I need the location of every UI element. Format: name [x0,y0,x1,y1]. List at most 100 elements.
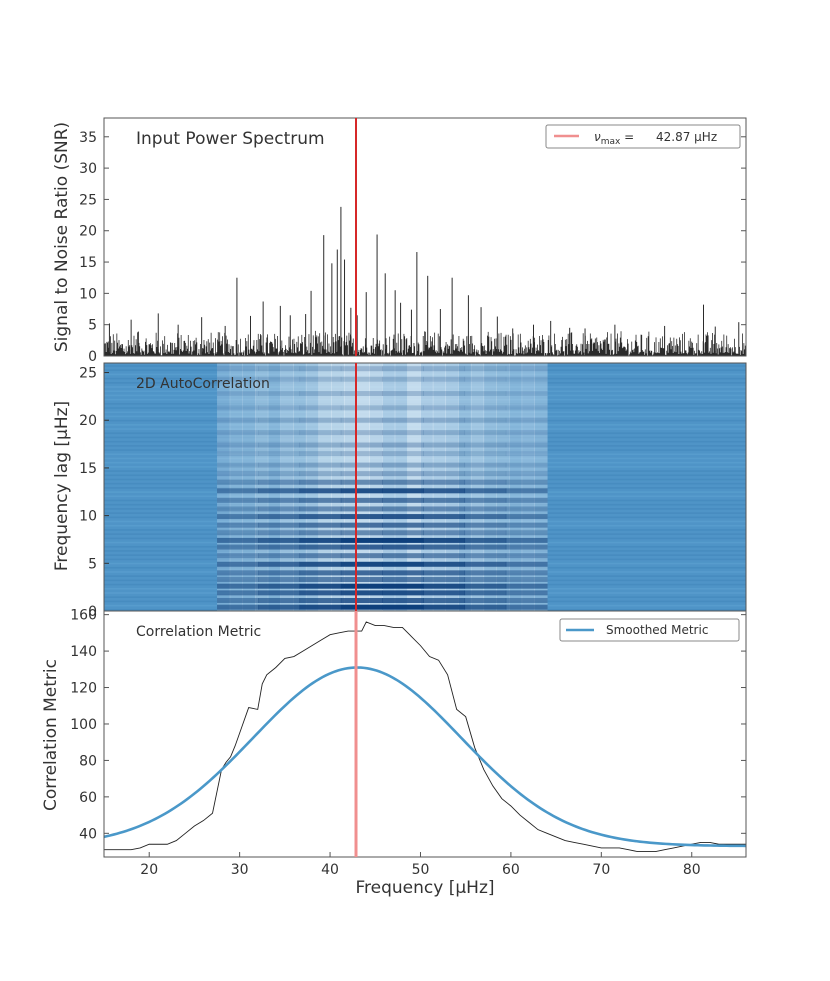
autocorr-ytick-label: 25 [79,366,97,382]
autocorr-band-13 [299,506,342,512]
autocorr-band-17 [299,471,342,477]
metric-xtick-label: 60 [502,862,520,878]
autocorr-band-1 [505,598,548,604]
autocorr-band-16 [340,479,383,485]
autocorr-band-11 [382,522,424,528]
metric-title: Correlation Metric [136,624,261,640]
metric-frame [103,610,747,858]
metric-xtick-label: 40 [321,862,339,878]
autocorr-band-12 [217,514,259,520]
autocorr-light-column [217,363,231,611]
metric-x-axis: 20 30 40 50 60 70 80 [140,852,701,878]
autocorr-band-9 [340,537,383,543]
autocorr-band-17 [340,471,383,477]
autocorr-band-14 [423,497,466,503]
metric-ytick-label: 60 [79,790,97,806]
autocorr-band-18 [217,462,259,468]
autocorr-band-22 [340,417,383,423]
autocorr-band-6 [423,561,466,567]
autocorr-band-22 [505,417,548,423]
autocorr-band-15 [423,488,466,494]
autocorr-band-19 [217,451,259,457]
autocorr-band-25 [217,376,259,382]
autocorr-band-18 [382,462,424,468]
autocorr-band-6 [505,561,548,567]
spectrum-ytick-label: 5 [88,318,97,334]
autocorr-band-25 [299,376,342,382]
autocorr-band-13 [464,506,507,512]
autocorr-band-26 [299,366,342,372]
autocorr-band-15 [464,488,507,494]
autocorr-band-1 [299,598,342,604]
autocorr-band-20 [423,442,466,448]
metric-y-axis: 40 60 80 100 120 140 160 [70,608,746,842]
autocorr-band-0 [464,604,507,610]
autocorr-band-16 [505,479,548,485]
autocorr-band-7 [382,553,424,559]
autocorr-band-2 [258,590,301,596]
autocorr-band-23 [258,405,301,411]
autocorr-band-11 [340,522,383,528]
autocorr-band-11 [423,522,466,528]
autocorr-band-12 [505,514,548,520]
autocorr-band-16 [423,479,466,485]
autocorr-band-4 [217,577,259,583]
autocorr-band-20 [340,442,383,448]
autocorr-band-25 [340,376,383,382]
autocorr-band-4 [382,577,424,583]
autocorr-band-13 [340,506,383,512]
autocorr-band-10 [423,530,466,536]
autocorr-band-26 [382,366,424,372]
autocorr-band-2 [423,590,466,596]
spectrum-y-axis: 0 5 10 15 20 25 30 35 [79,130,746,365]
autocorr-band-11 [217,522,259,528]
autocorr-band-26 [340,366,383,372]
autocorr-band-0 [217,604,259,610]
autocorr-band-22 [299,417,342,423]
autocorr-band-18 [340,462,383,468]
autocorr-band-13 [505,506,548,512]
spectrum-y-label: Signal to Noise Ratio (SNR) [52,122,72,352]
autocorr-band-0 [340,604,383,610]
autocorr-band-17 [382,471,424,477]
autocorr-band-20 [382,442,424,448]
autocorr-band-20 [217,442,259,448]
autocorr-band-16 [217,479,259,485]
metric-ytick-label: 80 [79,753,97,769]
spectrum-ytick-label: 25 [79,192,97,208]
autocorr-band-0 [382,604,424,610]
spectrum-ytick-label: 10 [79,286,97,302]
autocorr-band-6 [340,561,383,567]
metric-ytick-label: 100 [70,717,97,733]
autocorr-band-23 [464,405,507,411]
autocorr-band-8 [217,544,259,550]
autocorr-band-15 [382,488,424,494]
autocorr-band-0 [505,604,548,610]
spectrum-noise [104,330,746,356]
autocorr-band-23 [340,405,383,411]
autocorr-band-22 [217,417,259,423]
autocorr-band-18 [258,462,301,468]
autocorr-band-24 [258,391,301,397]
autocorr-band-5 [299,570,342,576]
autocorr-band-3 [423,583,466,589]
metric-ytick-label: 120 [70,681,97,697]
autocorr-band-14 [340,497,383,503]
autocorr-band-26 [217,366,259,372]
autocorr-band-16 [464,479,507,485]
autocorr-band-7 [505,553,548,559]
autocorr-band-11 [464,522,507,528]
autocorr-band-9 [299,537,342,543]
autocorr-band-25 [505,376,548,382]
autocorr-band-22 [382,417,424,423]
autocorr-band-24 [382,391,424,397]
autocorr-band-8 [423,544,466,550]
autocorr-band-8 [382,544,424,550]
autocorr-band-5 [258,570,301,576]
autocorr-band-3 [464,583,507,589]
autocorr-band-20 [464,442,507,448]
autocorr-band-4 [423,577,466,583]
autocorr-band-10 [299,530,342,536]
autocorr-ytick-label: 5 [88,556,97,572]
spectrum-ytick-label: 35 [79,130,97,146]
